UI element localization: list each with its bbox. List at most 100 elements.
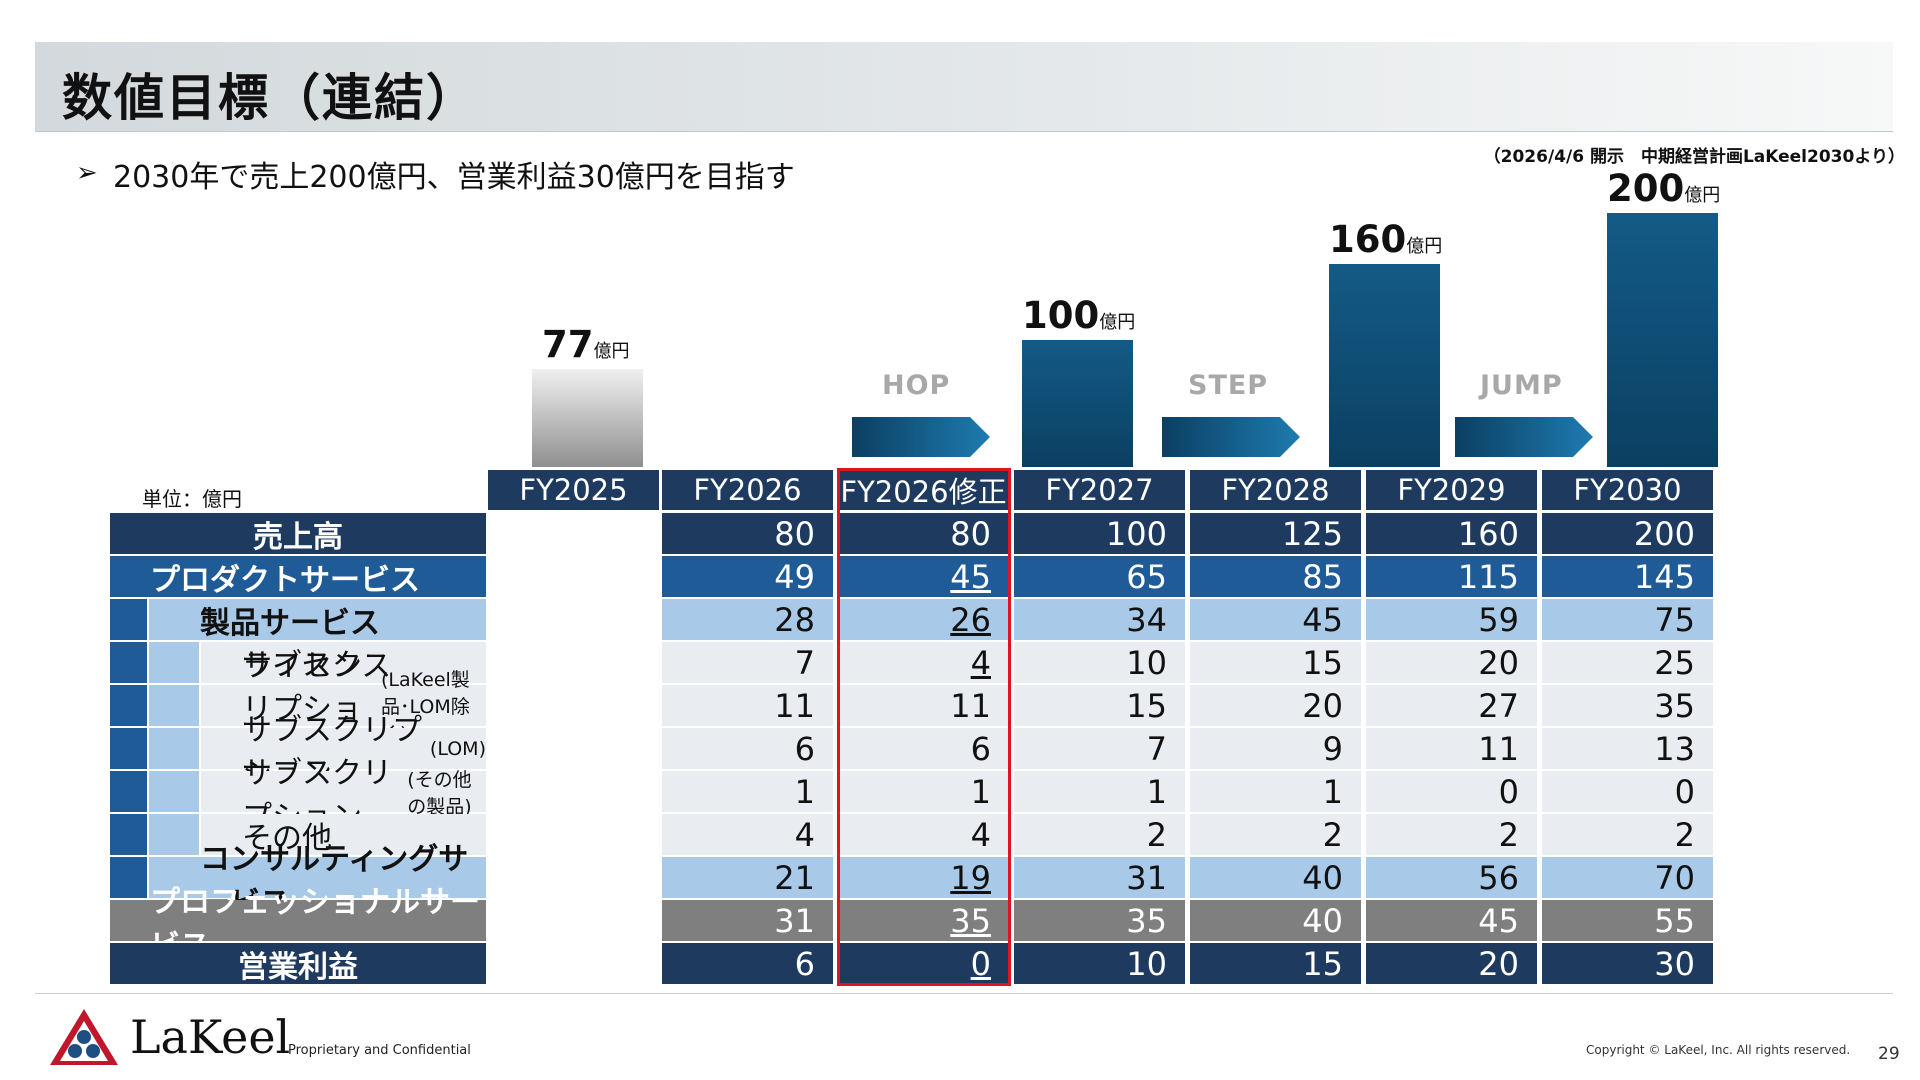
table-cell: 49 bbox=[662, 556, 833, 597]
revised-column-highlight bbox=[837, 468, 1011, 986]
table-cell: 2 bbox=[1366, 814, 1537, 855]
table-cell: 85 bbox=[1190, 556, 1361, 597]
column-header-6: FY2030 bbox=[1542, 470, 1713, 510]
table-cell: 80 bbox=[838, 513, 1009, 554]
table-cell: 35 bbox=[838, 900, 1009, 941]
bar-FY2028 bbox=[1329, 263, 1440, 467]
table-cell: 11 bbox=[838, 685, 1009, 726]
table-cell: 100 bbox=[1014, 513, 1185, 554]
table-cell: 20 bbox=[1366, 943, 1537, 984]
footer-divider bbox=[35, 993, 1893, 994]
bar-unit: 億円 bbox=[1099, 312, 1136, 333]
table-cell: 1 bbox=[838, 771, 1009, 812]
row-label-sub: (その他の製品) bbox=[407, 768, 472, 818]
table-cell: 145 bbox=[1542, 556, 1713, 597]
table-cell: 20 bbox=[1366, 642, 1537, 683]
row-label-text: ライセンス bbox=[242, 648, 392, 684]
indent-bar bbox=[110, 814, 147, 855]
indent-bar bbox=[149, 642, 199, 683]
indent-bar bbox=[110, 642, 147, 683]
bar-unit: 億円 bbox=[1684, 185, 1721, 206]
page-title: 数値目標（連結） bbox=[62, 69, 478, 127]
table-cell: 1 bbox=[1014, 771, 1185, 812]
table-cell: 0 bbox=[838, 943, 1009, 984]
bar-value: 200 bbox=[1607, 167, 1685, 210]
bar-FY2027 bbox=[1022, 340, 1133, 467]
table-cell: 10 bbox=[1014, 642, 1185, 683]
copyright: Copyright © LaKeel, Inc. All rights rese… bbox=[1586, 1043, 1851, 1057]
column-header-4: FY2028 bbox=[1190, 470, 1361, 510]
bar-value-label: 200億円 bbox=[1607, 167, 1720, 210]
row-label-sub: (LaKeel製品･LOM除く) bbox=[380, 669, 470, 745]
column-header-5: FY2029 bbox=[1366, 470, 1537, 510]
bar-value: 160 bbox=[1329, 217, 1407, 261]
indent-bar bbox=[149, 685, 199, 726]
table-cell: 7 bbox=[662, 642, 833, 683]
table-cell: 125 bbox=[1190, 513, 1361, 554]
row-label: サブスクリプション(LOM) bbox=[201, 713, 486, 792]
table-cell: 27 bbox=[1366, 685, 1537, 726]
table-cell: 15 bbox=[1014, 685, 1185, 726]
step-label-jump: JUMP bbox=[1480, 370, 1563, 401]
table-cell: 31 bbox=[662, 900, 833, 941]
table-cell: 65 bbox=[1014, 556, 1185, 597]
table-cell: 13 bbox=[1542, 728, 1713, 769]
row-label-text: その他 bbox=[242, 820, 332, 856]
row-label: コンサルティングサービス bbox=[149, 842, 486, 921]
table-cell: 45 bbox=[1366, 900, 1537, 941]
table-cell: 56 bbox=[1366, 857, 1537, 898]
table-cell: 45 bbox=[1190, 599, 1361, 640]
row-label-sub: (LOM) bbox=[429, 737, 486, 760]
step-label-step: STEP bbox=[1188, 370, 1269, 401]
table-cell: 11 bbox=[662, 685, 833, 726]
row-label-text: プロダクトサービス bbox=[150, 562, 420, 598]
table-cell: 6 bbox=[838, 728, 1009, 769]
bar-value: 77 bbox=[542, 323, 594, 367]
table-cell: 7 bbox=[1014, 728, 1185, 769]
indent-bar bbox=[110, 771, 147, 812]
table-cell: 200 bbox=[1542, 513, 1713, 554]
table-cell: 35 bbox=[1542, 685, 1713, 726]
table-cell: 34 bbox=[1014, 599, 1185, 640]
table-cell: 15 bbox=[1190, 642, 1361, 683]
table-cell: 4 bbox=[838, 642, 1009, 683]
row-label-text: 営業利益 bbox=[238, 949, 358, 985]
row-label: 製品サービス bbox=[149, 599, 486, 641]
table-cell: 70 bbox=[1542, 857, 1713, 898]
indent-bar bbox=[110, 685, 147, 726]
row-label: プロダクトサービス bbox=[110, 556, 486, 598]
row-label: その他 bbox=[201, 814, 486, 856]
table-cell: 28 bbox=[662, 599, 833, 640]
table-cell: 21 bbox=[662, 857, 833, 898]
step-arrow-icon bbox=[1162, 417, 1300, 457]
table-cell: 2 bbox=[1542, 814, 1713, 855]
indent-bar bbox=[149, 814, 199, 855]
row-label: 売上高 bbox=[110, 513, 486, 555]
table-cell: 26 bbox=[838, 599, 1009, 640]
row-label: 営業利益 bbox=[110, 943, 486, 985]
indent-bar bbox=[110, 599, 147, 640]
bar-value-label: 100億円 bbox=[1022, 294, 1135, 337]
source-note: （2026/4/6 開示 中期経営計画LaKeel2030より） bbox=[1483, 147, 1905, 167]
table-cell: 45 bbox=[838, 556, 1009, 597]
step-arrow-icon bbox=[1455, 417, 1593, 457]
table-cell: 11 bbox=[1366, 728, 1537, 769]
bar-unit: 億円 bbox=[593, 341, 630, 363]
table-cell: 31 bbox=[1014, 857, 1185, 898]
table-cell: 2 bbox=[1014, 814, 1185, 855]
table-cell: 30 bbox=[1542, 943, 1713, 984]
indent-bar bbox=[149, 771, 199, 812]
table-cell: 2 bbox=[1190, 814, 1361, 855]
bar-value-label: 160億円 bbox=[1329, 218, 1442, 261]
table-cell: 55 bbox=[1542, 900, 1713, 941]
table-cell: 6 bbox=[662, 943, 833, 984]
row-label: サブスクリプション(その他の製品) bbox=[201, 756, 486, 835]
table-cell: 19 bbox=[838, 857, 1009, 898]
table-cell: 20 bbox=[1190, 685, 1361, 726]
table-cell: 1 bbox=[1190, 771, 1361, 812]
table-cell: 9 bbox=[1190, 728, 1361, 769]
table-cell: 115 bbox=[1366, 556, 1537, 597]
indent-bar bbox=[110, 728, 147, 769]
table-cell: 4 bbox=[838, 814, 1009, 855]
title-bar bbox=[35, 42, 1893, 132]
